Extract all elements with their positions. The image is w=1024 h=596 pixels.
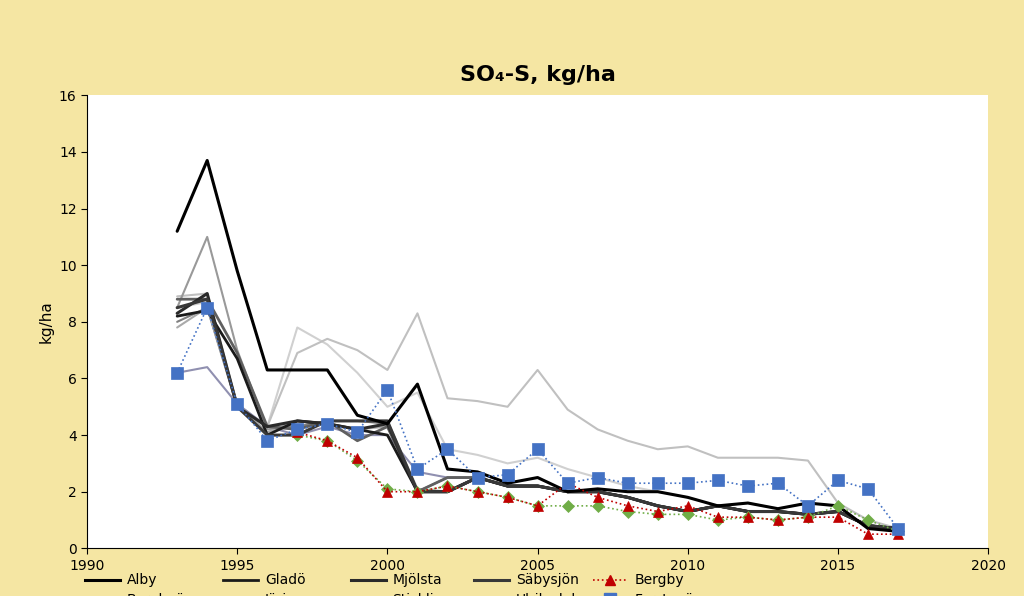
Legend: Alby, Bergboö, Fiskartorpet, Gladö, Järinge, Lämshaga, Mjölsta, Sticklinge, Svul: Alby, Bergboö, Fiskartorpet, Gladö, Järi… bbox=[85, 573, 701, 596]
Title: SO₄-S, kg/ha: SO₄-S, kg/ha bbox=[460, 66, 615, 85]
Y-axis label: kg/ha: kg/ha bbox=[38, 300, 53, 343]
